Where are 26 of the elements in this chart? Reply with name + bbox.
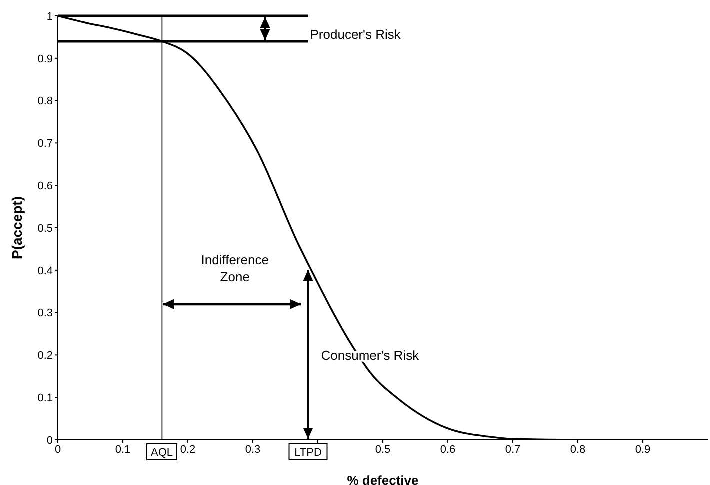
ref-line-label: LTPD	[294, 447, 322, 459]
y-tick-label: 0.3	[38, 308, 53, 320]
ref-line-label: AQL	[150, 447, 174, 459]
x-tick-label: 0.1	[115, 444, 131, 456]
x-axis-title: % defective	[347, 473, 419, 485]
annotation: Indifference Zone	[201, 252, 269, 284]
y-tick-label: 0.4	[38, 265, 53, 278]
x-tick-label: 0.2	[180, 444, 196, 456]
y-tick-label: 0.7	[38, 138, 53, 150]
y-tick-label: 0	[46, 434, 53, 447]
x-tick-label: 0	[54, 444, 62, 456]
x-tick-label: 0.7	[505, 444, 521, 456]
y-axis-title: P(accept)	[9, 196, 25, 260]
x-tick-label: 0.6	[440, 444, 456, 456]
y-tick-label: 0.5	[38, 222, 53, 235]
y-tick-label: 0.6	[38, 180, 53, 193]
y-tick-label: 0.2	[38, 350, 53, 362]
x-tick-label: 0.9	[635, 444, 651, 456]
y-tick-label: 0.9	[38, 53, 53, 66]
x-tick-label: 0.3	[245, 444, 261, 456]
y-tick-label: 0.1	[38, 392, 53, 405]
y-tick-label: 0.8	[38, 96, 53, 108]
y-tick-label: 1	[46, 10, 53, 23]
annotation: Producer's Risk	[310, 27, 402, 42]
x-tick-label: 0.8	[570, 444, 586, 456]
x-tick-label: 0.5	[375, 444, 391, 456]
